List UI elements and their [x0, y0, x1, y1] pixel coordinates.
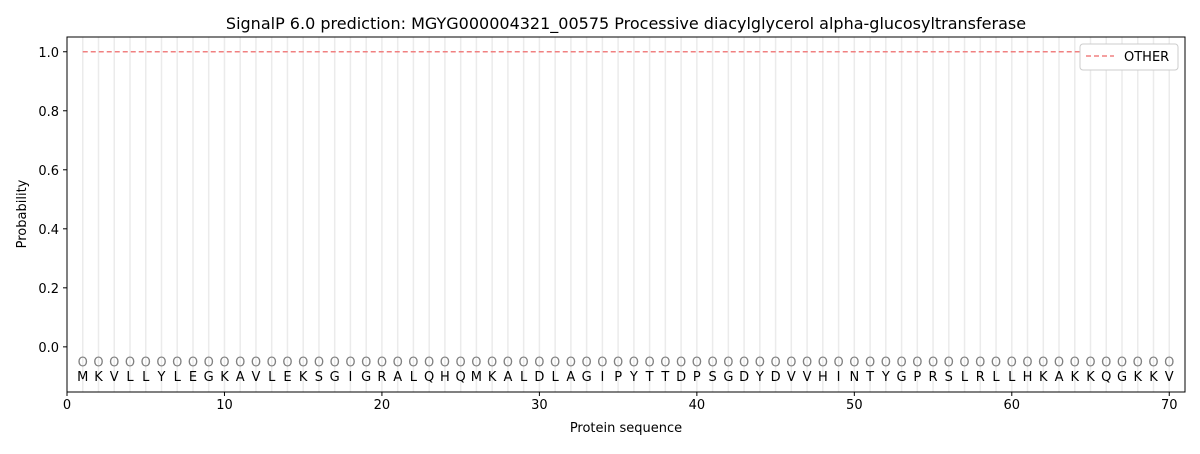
residue-letter: K: [1071, 370, 1080, 385]
chart-title: SignalP 6.0 prediction: MGYG000004321_00…: [226, 14, 1026, 34]
residue-letter: V: [110, 370, 119, 385]
residue-letter: R: [377, 370, 386, 385]
residue-letter: R: [976, 370, 985, 385]
residue-letter: A: [236, 370, 245, 385]
residue-letter: L: [410, 370, 418, 385]
residue-letter: V: [252, 370, 261, 385]
residue-letter: S: [315, 370, 323, 385]
residue-letter: A: [566, 370, 575, 385]
x-tick-label: 50: [846, 398, 863, 413]
residue-letter: L: [1008, 370, 1016, 385]
residue-letter: D: [739, 370, 749, 385]
residue-letter: T: [660, 370, 669, 385]
residue-letter: S: [708, 370, 716, 385]
residue-letter: G: [723, 370, 733, 385]
residue-letter: Y: [755, 370, 764, 385]
grid-lines: [81, 37, 1171, 392]
residue-letter: H: [440, 370, 450, 385]
residue-letter: P: [614, 370, 622, 385]
residue-letter: A: [1055, 370, 1064, 385]
residue-letter: K: [1039, 370, 1048, 385]
residue-letter: K: [1086, 370, 1095, 385]
x-axis: 0 10 20 30 40 50 60 70: [63, 392, 1178, 413]
x-tick-label: 40: [689, 398, 706, 413]
residue-letter: G: [330, 370, 340, 385]
x-axis-label: Protein sequence: [570, 421, 682, 436]
residue-letter: K: [488, 370, 497, 385]
residue-letter: Y: [629, 370, 638, 385]
residue-letter: G: [204, 370, 214, 385]
predicted-labels-row: OOOOOOOOOOOOOOOOOOOOOOOOOOOOOOOOOOOOOOOO…: [78, 356, 1175, 371]
residue-letter: K: [220, 370, 229, 385]
residue-letter: L: [520, 370, 528, 385]
residue-letter: R: [929, 370, 938, 385]
residue-letter: K: [1149, 370, 1158, 385]
y-tick-label: 0.6: [38, 164, 59, 179]
y-tick-label: 0.2: [38, 282, 59, 297]
residue-letter: T: [865, 370, 874, 385]
legend-label-other: OTHER: [1124, 50, 1169, 65]
x-tick-label: 10: [216, 398, 233, 413]
residue-letter: N: [849, 370, 859, 385]
residue-letter: L: [174, 370, 182, 385]
residue-letter: I: [349, 370, 353, 385]
residue-letter: P: [913, 370, 921, 385]
residue-letter: Q: [424, 370, 434, 385]
y-tick-label: 0.4: [38, 223, 59, 238]
x-tick-label: 0: [63, 398, 71, 413]
residue-labels: OOOOOOOOOOOOOOOOOOOOOOOOOOOOOOOOOOOOOOOO…: [77, 356, 1174, 385]
residue-letter: K: [1133, 370, 1142, 385]
legend-box: [1079, 43, 1179, 71]
residue-letter: H: [1023, 370, 1033, 385]
x-tick-label: 20: [374, 398, 391, 413]
residue-letter: Q: [1101, 370, 1111, 385]
y-tick-label: 1.0: [38, 46, 59, 61]
residue-letter: L: [268, 370, 276, 385]
residue-letter: Y: [157, 370, 166, 385]
residue-letter: E: [283, 370, 291, 385]
y-tick-label: 0.8: [38, 105, 59, 120]
y-axis-label: Probability: [15, 179, 30, 248]
residue-letter: M: [471, 370, 482, 385]
residue-letter: E: [189, 370, 197, 385]
residue-letter: L: [142, 370, 150, 385]
residue-letter: L: [552, 370, 560, 385]
residue-letter: I: [837, 370, 841, 385]
residue-letter: H: [818, 370, 828, 385]
x-tick-label: 60: [1004, 398, 1021, 413]
residue-letter: Y: [881, 370, 890, 385]
residue-letter: D: [676, 370, 686, 385]
residue-letter: D: [771, 370, 781, 385]
y-axis: 0.0 0.2 0.4 0.6 0.8 1.0: [38, 46, 67, 356]
residue-letter: A: [503, 370, 512, 385]
residue-letter: Q: [456, 370, 466, 385]
residue-letter: G: [361, 370, 371, 385]
residue-letter: V: [787, 370, 796, 385]
x-tick-label: 70: [1161, 398, 1178, 413]
residue-letter: K: [94, 370, 103, 385]
residue-letter: A: [393, 370, 402, 385]
residue-letter: D: [534, 370, 544, 385]
residue-letter: G: [1117, 370, 1127, 385]
residue-letter: S: [945, 370, 953, 385]
y-tick-label: 0.0: [38, 341, 59, 356]
residue-letter: I: [600, 370, 604, 385]
legend: OTHER: [1079, 43, 1179, 71]
residue-letter: T: [645, 370, 654, 385]
residue-letter: L: [961, 370, 969, 385]
residue-letter: P: [693, 370, 701, 385]
residue-letter: L: [992, 370, 1000, 385]
residue-letter: K: [299, 370, 308, 385]
residue-letter: M: [77, 370, 88, 385]
residue-letter: V: [803, 370, 812, 385]
residue-letter: G: [897, 370, 907, 385]
residue-letter: G: [582, 370, 592, 385]
plot-frame: [66, 36, 1186, 393]
x-tick-label: 30: [531, 398, 548, 413]
residue-letter: V: [1165, 370, 1174, 385]
residue-letter: L: [126, 370, 134, 385]
